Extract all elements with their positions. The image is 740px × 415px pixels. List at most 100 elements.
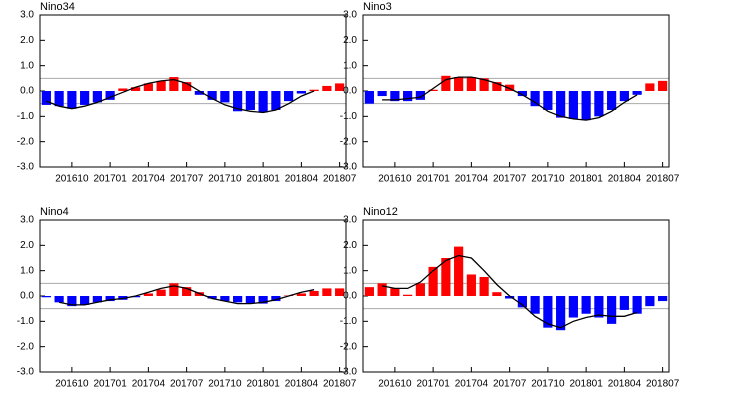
bar bbox=[403, 91, 413, 102]
y-tick-label: 1.0 bbox=[343, 60, 357, 71]
x-tick-label: 201801 bbox=[246, 379, 280, 390]
x-tick-label: 201701 bbox=[416, 174, 450, 185]
y-tick-label: 3.0 bbox=[343, 215, 357, 226]
bar bbox=[335, 288, 345, 296]
bar bbox=[80, 296, 90, 305]
y-tick-label: 0.0 bbox=[343, 86, 357, 97]
bar bbox=[403, 294, 413, 296]
bar bbox=[258, 296, 268, 304]
bar bbox=[296, 91, 306, 94]
bar bbox=[54, 296, 64, 303]
y-tick-label: -1.0 bbox=[17, 316, 35, 327]
bar bbox=[194, 91, 204, 95]
bar bbox=[415, 283, 425, 296]
y-tick-label: -3.0 bbox=[340, 367, 358, 378]
plot-frame bbox=[39, 14, 347, 168]
y-tick-label: 2.0 bbox=[343, 35, 357, 46]
y-tick-label: -1.0 bbox=[17, 111, 35, 122]
x-tick-label: 201701 bbox=[93, 174, 127, 185]
bar bbox=[594, 91, 604, 117]
bar bbox=[479, 78, 489, 91]
bar bbox=[364, 287, 374, 296]
y-tick-label: 2.0 bbox=[20, 35, 34, 46]
bar bbox=[466, 77, 476, 91]
bar bbox=[220, 296, 230, 302]
bar bbox=[233, 91, 243, 112]
bar bbox=[415, 91, 425, 100]
bar bbox=[67, 91, 77, 109]
y-tick-label: -1.0 bbox=[340, 316, 358, 327]
y-tick-label: 2.0 bbox=[20, 240, 34, 251]
bar bbox=[258, 91, 268, 113]
y-tick-label: 1.0 bbox=[20, 265, 34, 276]
x-tick-label: 201707 bbox=[493, 379, 527, 390]
bar bbox=[271, 91, 281, 110]
bar bbox=[220, 91, 230, 103]
y-tick-label: 1.0 bbox=[343, 265, 357, 276]
bar bbox=[207, 296, 217, 299]
bar bbox=[492, 292, 502, 296]
panel-title: Nino4 bbox=[40, 206, 69, 218]
bar bbox=[619, 91, 629, 102]
y-tick-label: -3.0 bbox=[17, 162, 35, 173]
x-tick-label: 201707 bbox=[170, 174, 204, 185]
bar bbox=[309, 290, 319, 296]
bar bbox=[271, 296, 281, 302]
x-tick-label: 201701 bbox=[416, 379, 450, 390]
x-tick-label: 201707 bbox=[170, 379, 204, 390]
bar bbox=[169, 283, 179, 296]
x-tick-label: 201807 bbox=[323, 174, 357, 185]
bar bbox=[245, 91, 255, 110]
plot-frame bbox=[39, 219, 347, 373]
y-tick-label: -3.0 bbox=[340, 162, 358, 173]
x-tick-label: 201610 bbox=[378, 379, 412, 390]
smoothed-line bbox=[46, 78, 315, 114]
bar bbox=[517, 296, 527, 308]
bar bbox=[364, 91, 374, 104]
bar bbox=[156, 80, 166, 91]
y-tick-label: 3.0 bbox=[343, 10, 357, 21]
bar bbox=[156, 289, 166, 296]
x-tick-label: 201801 bbox=[246, 174, 280, 185]
bar bbox=[645, 296, 655, 307]
bar bbox=[479, 277, 489, 296]
x-tick-label: 201807 bbox=[646, 174, 680, 185]
bar bbox=[543, 296, 553, 328]
y-tick-label: 3.0 bbox=[20, 10, 34, 21]
bar bbox=[207, 91, 217, 100]
x-tick-label: 201704 bbox=[455, 174, 489, 185]
bar bbox=[322, 288, 332, 296]
bar bbox=[309, 89, 319, 91]
y-tick-label: -2.0 bbox=[340, 341, 358, 352]
y-tick-label: -1.0 bbox=[340, 111, 358, 122]
bar bbox=[41, 296, 51, 298]
bar bbox=[67, 296, 77, 307]
x-tick-label: 201704 bbox=[455, 379, 489, 390]
bar bbox=[454, 77, 464, 91]
bar bbox=[492, 82, 502, 91]
bar bbox=[92, 91, 102, 103]
bar bbox=[390, 288, 400, 296]
x-tick-label: 201704 bbox=[132, 379, 166, 390]
bar bbox=[543, 91, 553, 110]
bar bbox=[182, 82, 192, 91]
smoothed-line bbox=[58, 285, 315, 306]
plot-frame bbox=[362, 219, 670, 373]
bar bbox=[428, 89, 438, 91]
bar bbox=[441, 258, 451, 296]
x-tick-label: 201704 bbox=[132, 174, 166, 185]
bar bbox=[92, 296, 102, 303]
y-tick-label: 1.0 bbox=[20, 60, 34, 71]
bar bbox=[169, 77, 179, 91]
bar bbox=[284, 91, 294, 102]
y-tick-label: -2.0 bbox=[340, 136, 358, 147]
x-tick-label: 201610 bbox=[55, 379, 89, 390]
bar bbox=[568, 91, 578, 119]
bar bbox=[568, 296, 578, 318]
bar bbox=[581, 296, 591, 314]
y-tick-label: 0.0 bbox=[20, 291, 34, 302]
x-tick-label: 201710 bbox=[531, 174, 565, 185]
plot-frame bbox=[362, 14, 670, 168]
bar bbox=[182, 287, 192, 296]
